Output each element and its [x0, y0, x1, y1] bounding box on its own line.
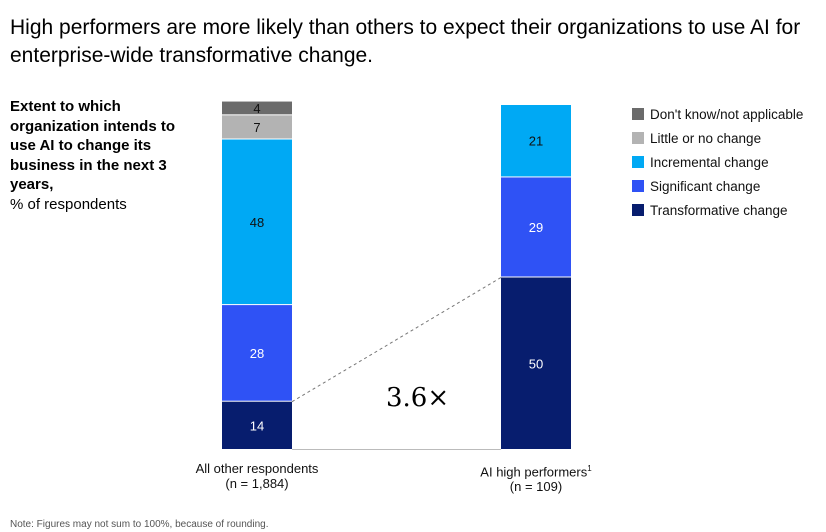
bar-segment-0-1: [222, 305, 292, 401]
category-n: (n = 1,884): [225, 476, 289, 491]
bar-segment-1-0: [501, 277, 571, 449]
footnote-marker: 1: [587, 464, 592, 473]
chart-title: High performers are more likely than oth…: [10, 16, 801, 67]
category-label: All other respondents (n = 1,884): [157, 461, 357, 491]
bar-segment-0-2: [222, 139, 292, 305]
legend-label: Significant change: [650, 178, 761, 194]
legend-label: Incremental change: [650, 154, 769, 170]
data-label-1-1: 29: [529, 220, 543, 235]
legend-label: Little or no change: [650, 130, 762, 146]
bar-segment-1-1: [501, 177, 571, 277]
legend-label: Don't know/not applicable: [650, 106, 804, 122]
legend-item: Significant change: [632, 174, 803, 198]
subtitle-regular: % of respondents: [10, 195, 127, 213]
data-label-0-3: 7: [253, 120, 260, 135]
legend-swatch: [632, 132, 644, 144]
legend-swatch: [632, 204, 644, 216]
data-label-1-0: 50: [529, 356, 543, 371]
legend-swatch: [632, 180, 644, 192]
data-label-0-0: 14: [250, 418, 264, 433]
data-label-1-2: 21: [529, 134, 543, 149]
legend-swatch: [632, 156, 644, 168]
category-label: AI high performers1 (n = 109): [436, 461, 636, 494]
data-label-0-2: 48: [250, 215, 264, 230]
legend-label: Transformative change: [650, 202, 788, 218]
legend-item: Don't know/not applicable: [632, 102, 803, 126]
bar-segment-0-3: [222, 115, 292, 139]
legend-swatch: [632, 108, 644, 120]
footnote: Note: Figures may not sum to 100%, becau…: [10, 519, 269, 530]
legend-item: Transformative change: [632, 198, 803, 222]
bar-segment-1-2: [501, 105, 571, 177]
legend-item: Little or no change: [632, 126, 803, 150]
category-name: AI high performers: [480, 464, 588, 480]
category-name: All other respondents: [195, 461, 319, 476]
data-label-0-4: 4: [253, 101, 260, 116]
chart-legend: Don't know/not applicable Little or no ch…: [632, 102, 803, 222]
data-label-0-1: 28: [250, 346, 264, 361]
multiplier-annotation: 3.6×: [386, 383, 450, 413]
bar-segment-0-4: [222, 101, 292, 115]
legend-item: Incremental change: [632, 150, 803, 174]
subtitle-bold: Extent to which organization intends to …: [10, 98, 175, 193]
category-n: (n = 109): [509, 479, 563, 495]
chart-subtitle: Extent to which organization intends to …: [10, 97, 185, 214]
connector-line: [291, 277, 502, 403]
bar-segment-0-0: [222, 401, 292, 449]
